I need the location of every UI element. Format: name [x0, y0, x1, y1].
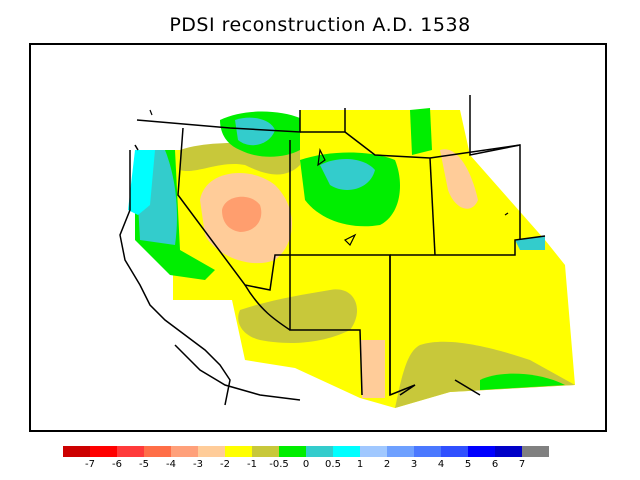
colorbar-swatch: [225, 446, 252, 457]
colorbar-tick-label: 3: [410, 459, 418, 470]
coastline: [119, 144, 301, 406]
colorbar-swatch: [117, 446, 144, 457]
state-boundaries: [136, 95, 546, 397]
pdsi-zone-cyan-coast: [128, 150, 155, 215]
colorbar-tick-label: -1: [247, 459, 257, 470]
colorbar-tick-label: -5: [139, 459, 149, 470]
colorbar-tick-label: -2: [220, 459, 230, 470]
lakes: [149, 109, 509, 247]
map-title: PDSI reconstruction A.D. 1538: [169, 14, 471, 36]
colorbar-tick-label: -7: [85, 459, 95, 470]
pdsi-zone-olive-newmexico: [395, 341, 575, 408]
pdsi-zone-teal-wyoming: [320, 158, 375, 190]
colorbar-tick-label: 7: [518, 459, 526, 470]
colorbar-swatch: [387, 446, 414, 457]
colorbar-tick-label: 0: [302, 459, 310, 470]
pdsi-zone-orange-south: [360, 340, 385, 398]
pdsi-zone-green-se: [480, 373, 565, 390]
pdsi-zone-green-montana: [410, 108, 432, 155]
colorbar-tick-label: 2: [383, 459, 391, 470]
colorbar-swatch: [252, 446, 279, 457]
colorbar-tick-label: -0.5: [269, 459, 289, 470]
colorbar: [63, 446, 549, 457]
colorbar-swatch: [90, 446, 117, 457]
colorbar-tick-label: -6: [112, 459, 122, 470]
colorbar-swatch: [522, 446, 549, 457]
colorbar-swatch: [441, 446, 468, 457]
colorbar-tick-label: 0.5: [325, 459, 341, 470]
pdsi-zone-salmon-nevada: [222, 196, 262, 232]
colorbar-swatch: [306, 446, 333, 457]
colorbar-tick-label: 5: [464, 459, 472, 470]
colorbar-tick-label: 4: [437, 459, 445, 470]
colorbar-swatch: [495, 446, 522, 457]
colorbar-ticks: -7 -6 -5 -4 -3 -2 -1 -0.5 0 0.5 1 2 3 4 5 6 7: [0, 459, 640, 475]
colorbar-tick-label: 6: [491, 459, 499, 470]
colorbar-swatch: [468, 446, 495, 457]
colorbar-swatch: [360, 446, 387, 457]
pdsi-zone-teal-idaho: [235, 117, 275, 146]
colorbar-tick-label: -4: [166, 459, 176, 470]
pdsi-zone-orange-montana: [440, 149, 478, 209]
colorbar-swatch: [171, 446, 198, 457]
colorbar-swatch: [279, 446, 306, 457]
colorbar-tick-label: -3: [193, 459, 203, 470]
colorbar-swatch: [333, 446, 360, 457]
colorbar-tick-label: 1: [356, 459, 364, 470]
colorbar-swatch: [198, 446, 225, 457]
colorbar-swatch: [144, 446, 171, 457]
colorbar-swatch: [414, 446, 441, 457]
colorbar-swatch: [63, 446, 90, 457]
